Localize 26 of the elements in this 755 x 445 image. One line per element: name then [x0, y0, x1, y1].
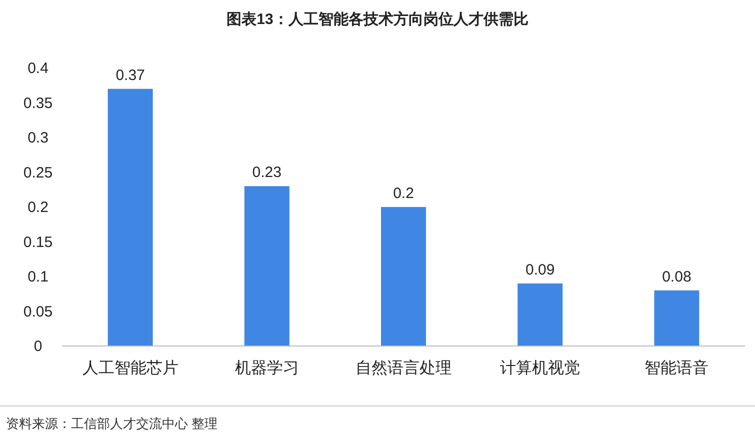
bar — [654, 290, 700, 346]
y-tick-label: 0 — [34, 338, 42, 355]
x-tick-label: 机器学习 — [234, 359, 299, 377]
data-label: 0.37 — [116, 66, 145, 84]
x-tick-label: 计算机视觉 — [500, 359, 580, 377]
x-tick-label: 智能语音 — [644, 359, 709, 377]
chart-title: 图表13：人工智能各技术方向岗位人才供需比 — [226, 10, 528, 28]
x-tick-label: 自然语言处理 — [356, 359, 452, 377]
y-tick-label: 0.1 — [28, 268, 48, 286]
bar — [108, 88, 153, 346]
text: 资料来源：工信部人才交流中心 整理 — [6, 416, 218, 431]
y-tick-label: 0.35 — [23, 94, 53, 112]
data-label: 0.2 — [393, 185, 414, 202]
y-tick-label: 0.2 — [28, 199, 48, 216]
x-tick-label: 人工智能芯片 — [82, 359, 178, 377]
y-tick-label: 0.25 — [23, 164, 53, 182]
bar — [381, 207, 426, 346]
y-tick-label: 0.05 — [23, 303, 53, 320]
bar — [518, 283, 563, 346]
y-tick-label: 0.3 — [28, 130, 48, 146]
bar — [244, 186, 290, 346]
data-label: 0.09 — [526, 261, 555, 278]
y-tick-label: 0.4 — [28, 60, 48, 77]
y-tick-label: 0.15 — [23, 234, 53, 251]
data-label: 0.23 — [252, 164, 282, 182]
data-label: 0.08 — [662, 268, 692, 286]
